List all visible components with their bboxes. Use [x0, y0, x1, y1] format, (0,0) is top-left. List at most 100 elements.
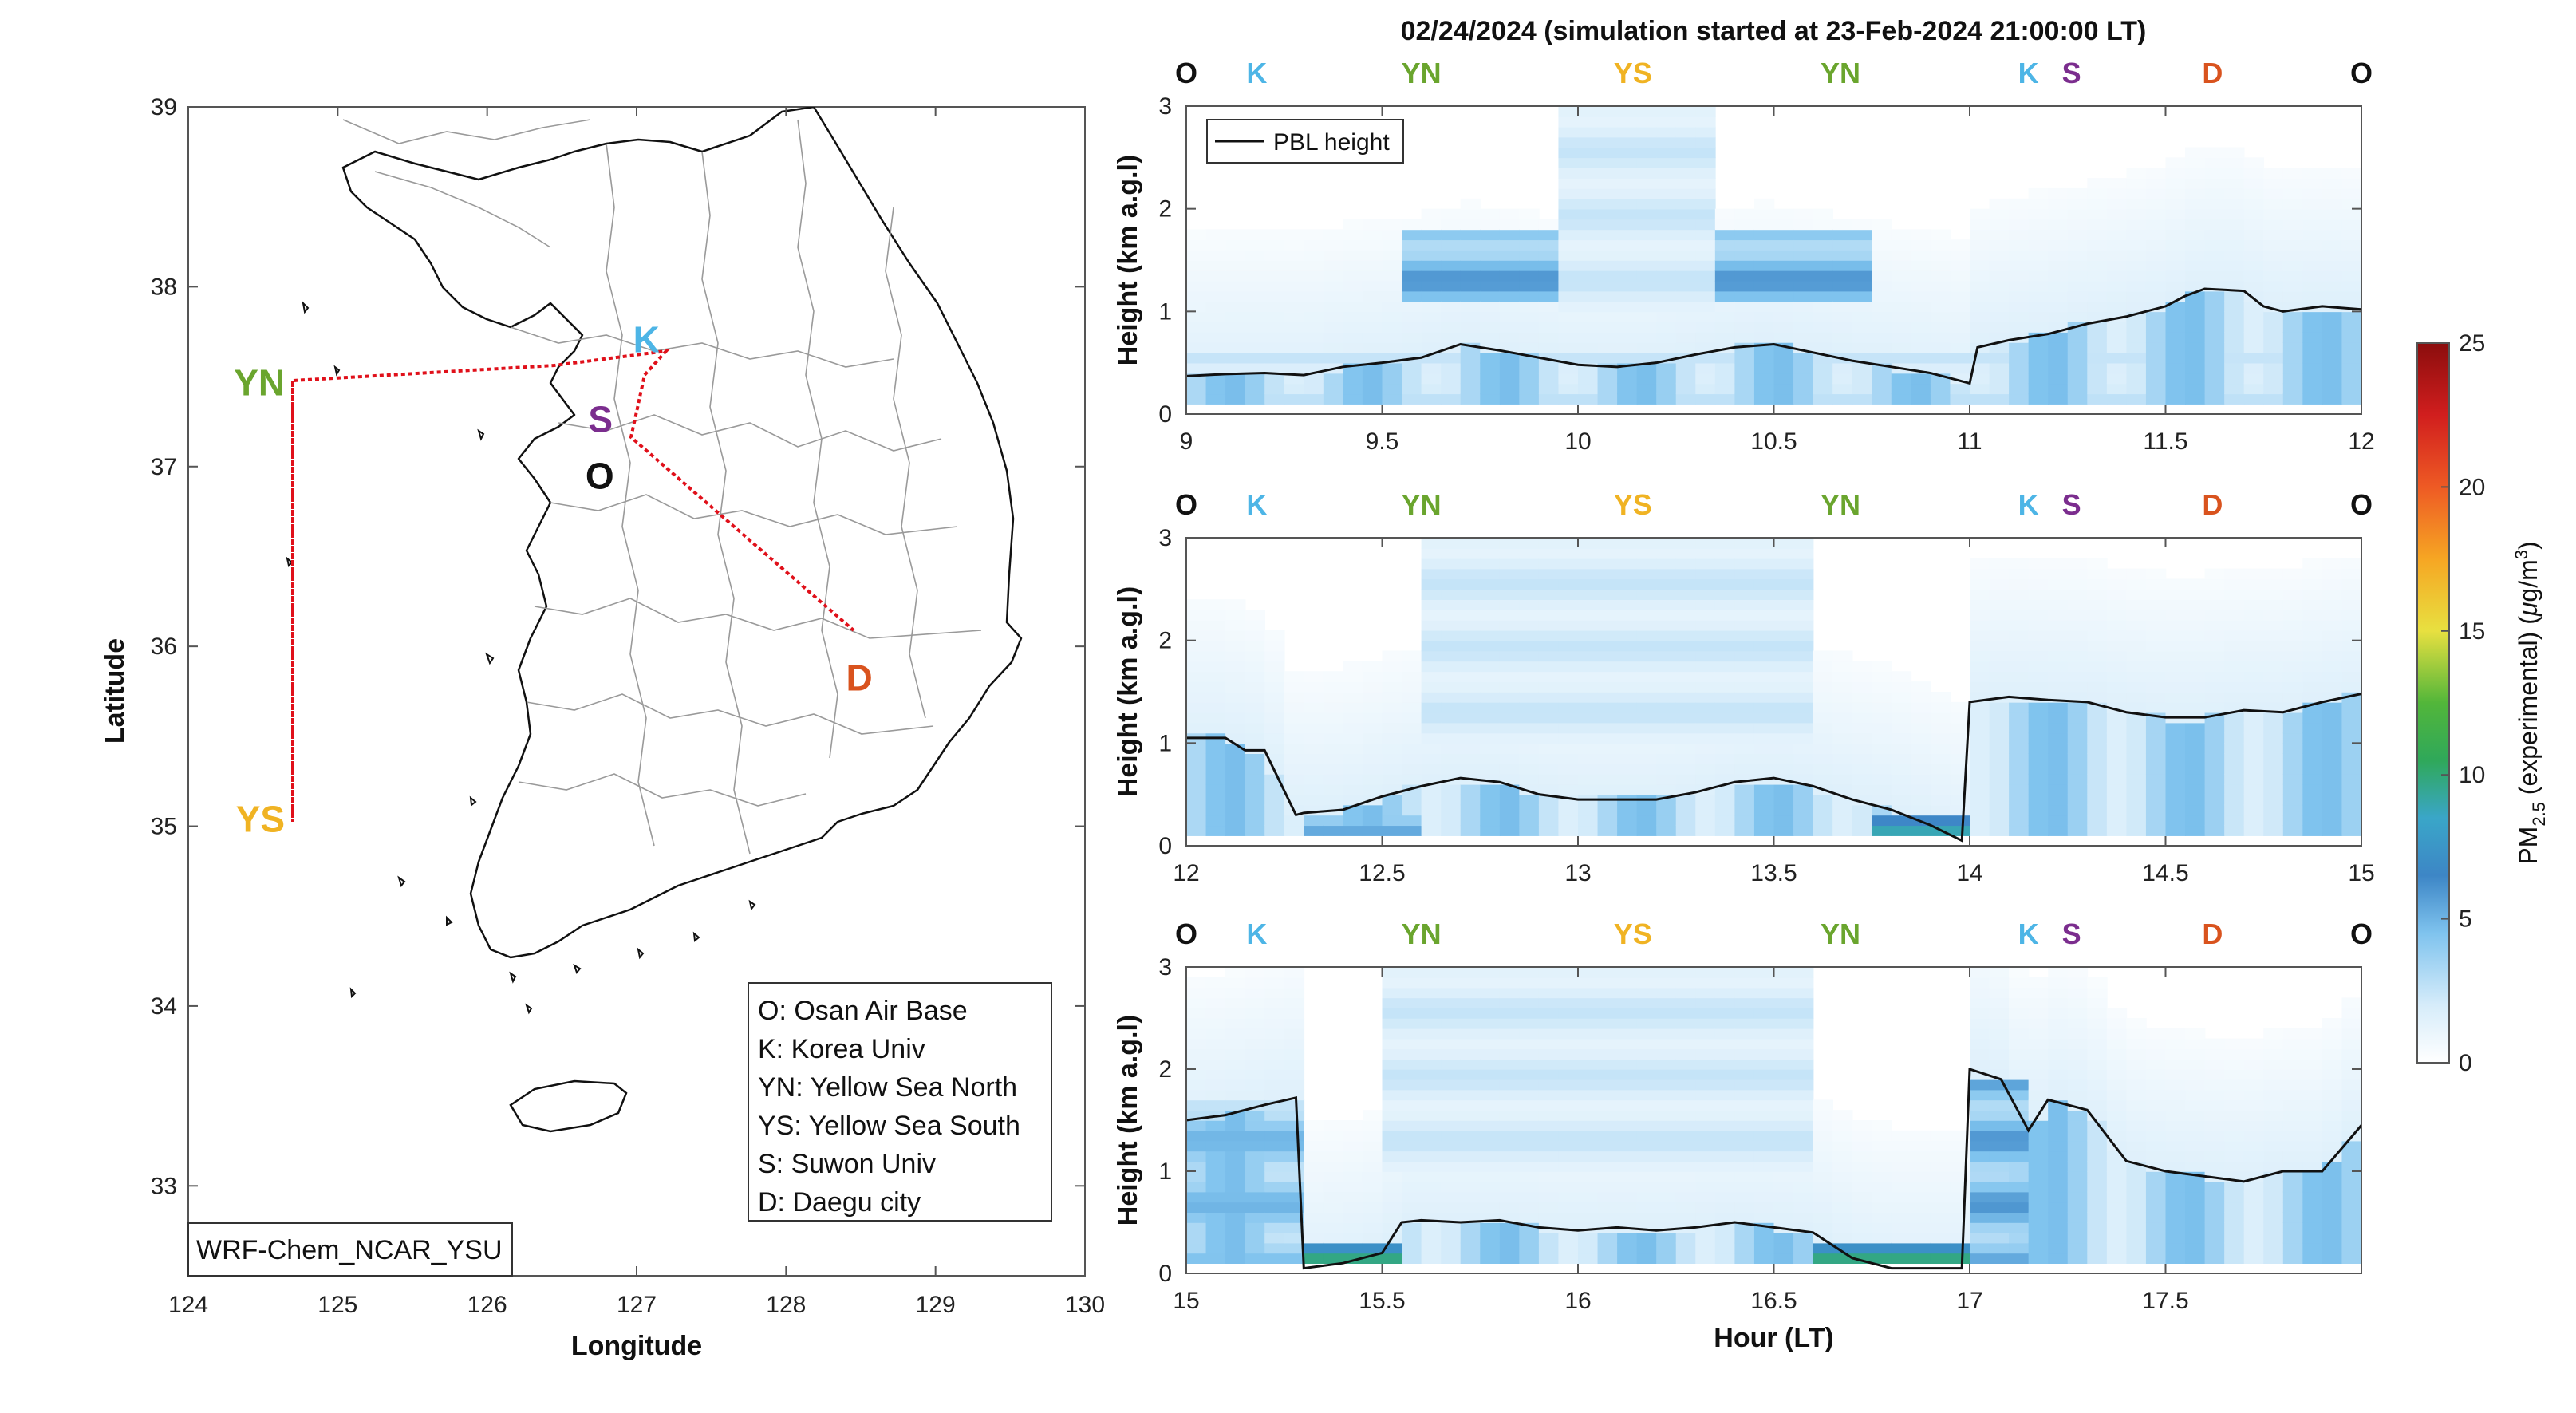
heatmap-cell	[1911, 332, 1931, 343]
heatmap-cell	[1989, 640, 2010, 652]
heatmap-cell	[1656, 701, 1677, 713]
heatmap-cell	[2322, 178, 2343, 189]
heatmap-cell	[2067, 610, 2089, 621]
heatmap-cell	[2341, 178, 2361, 189]
heatmap-cell	[1460, 722, 1481, 734]
heatmap-cell	[1382, 229, 1402, 241]
heatmap-cell	[1480, 630, 1501, 641]
heatmap-cell	[1382, 219, 1402, 231]
heatmap-cell	[1480, 1089, 1501, 1101]
heatmap-cell	[1402, 1222, 1422, 1233]
heatmap-cell	[2048, 352, 2069, 364]
heatmap-cell	[2106, 1212, 2128, 1223]
heatmap-cell	[2204, 373, 2225, 385]
heatmap-cell	[2009, 1253, 2030, 1264]
heatmap-cell	[2185, 1191, 2206, 1203]
heatmap-cell	[2009, 1079, 2030, 1091]
heatmap-cell	[1499, 568, 1521, 580]
heatmap-cell	[1284, 1120, 1305, 1131]
heatmap-cell	[2204, 722, 2225, 734]
heatmap-cell	[1382, 1008, 1402, 1019]
heatmap-cell	[1264, 322, 1285, 333]
heatmap-cell	[1245, 977, 1265, 989]
heatmap-cell	[2165, 1161, 2186, 1172]
heatmap-cell	[2165, 332, 2186, 343]
heatmap-cell	[1519, 229, 1540, 241]
heatmap-cell	[1793, 1151, 1814, 1162]
heatmap-cell	[1656, 1222, 1677, 1233]
heatmap-cell	[1558, 804, 1579, 816]
heatmap-cell	[2048, 1008, 2069, 1019]
heatmap-cell	[2322, 743, 2343, 754]
heatmap-cell	[1264, 383, 1285, 395]
heatmap-cell	[2048, 1099, 2069, 1111]
heatmap-cell	[2341, 250, 2361, 261]
heatmap-cell	[1499, 578, 1521, 590]
heatmap-cell	[2282, 815, 2304, 827]
heatmap-cell	[1402, 815, 1422, 827]
heatmap-cell	[2341, 373, 2361, 385]
heatmap-cell	[1382, 373, 1402, 385]
heatmap-cell	[1597, 1242, 1618, 1254]
heatmap-cell	[1970, 640, 1990, 652]
heatmap-cell	[2263, 692, 2284, 703]
heatmap-cell	[1519, 764, 1540, 775]
heatmap-cell	[1558, 106, 1579, 117]
heatmap-cell	[1773, 650, 1794, 662]
heatmap-cell	[1753, 1232, 1775, 1244]
heatmap-cell	[1813, 322, 1833, 333]
heatmap-cell	[1695, 147, 1716, 159]
heatmap-cell	[1695, 732, 1716, 744]
x-tick-label: 10	[1564, 428, 1591, 455]
heatmap-cell	[1852, 383, 1873, 395]
heatmap-cell	[1578, 1059, 1599, 1070]
heatmap-cell	[1519, 341, 1540, 353]
heatmap-cell	[1460, 1038, 1481, 1050]
heatmap-cell	[1304, 341, 1324, 353]
heatmap-cell	[1617, 187, 1638, 199]
heatmap-cell	[1304, 229, 1324, 241]
heatmap-cell	[2165, 610, 2186, 621]
heatmap-cell	[2106, 1110, 2128, 1121]
heatmap-cell	[2126, 1079, 2147, 1091]
heatmap-cell	[2204, 352, 2225, 364]
heatmap-cell	[1304, 1140, 1324, 1152]
map-y-tick-label: 38	[151, 274, 177, 300]
heatmap-cell	[1714, 1028, 1736, 1040]
heatmap-cell	[1852, 804, 1873, 816]
heatmap-cell	[1558, 732, 1579, 744]
heatmap-cell	[1695, 722, 1716, 734]
heatmap-cell	[2087, 1181, 2108, 1193]
heatmap-cell	[2243, 393, 2265, 405]
heatmap-cell	[1597, 1171, 1618, 1182]
heatmap-cell	[2106, 578, 2128, 590]
heatmap-cell	[2165, 630, 2186, 641]
heatmap-cell	[1695, 270, 1716, 282]
heatmap-cell	[1558, 1171, 1579, 1182]
heatmap-cell	[1245, 1089, 1265, 1101]
heatmap-cell	[1264, 650, 1285, 662]
heatmap-cell	[1460, 311, 1481, 322]
heatmap-cell	[1480, 692, 1501, 703]
heatmap-cell	[1832, 1151, 1853, 1162]
heatmap-cell	[2322, 794, 2343, 806]
heatmap-cell	[1714, 558, 1736, 570]
heatmap-cell	[1519, 692, 1540, 703]
heatmap-cell	[1813, 1140, 1833, 1152]
heatmap-cell	[1636, 987, 1657, 999]
heatmap-cell	[1597, 290, 1618, 302]
heatmap-cell	[1441, 1242, 1462, 1254]
heatmap-cell	[2282, 773, 2304, 785]
heatmap-cell	[1989, 219, 2010, 231]
heatmap-cell	[2106, 650, 2128, 662]
heatmap-cell	[1264, 1140, 1285, 1152]
heatmap-cell	[1264, 373, 1285, 385]
heatmap-cell	[1617, 1191, 1638, 1203]
heatmap-cell	[2145, 783, 2167, 795]
heatmap-cell	[1930, 301, 1951, 313]
heatmap-cell	[2185, 1181, 2206, 1193]
heatmap-cell	[1832, 743, 1853, 754]
heatmap-cell	[1323, 383, 1344, 395]
heatmap-cell	[1323, 1191, 1344, 1203]
heatmap-cell	[1421, 1191, 1442, 1203]
